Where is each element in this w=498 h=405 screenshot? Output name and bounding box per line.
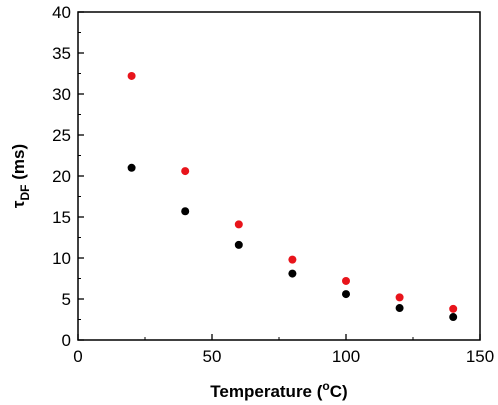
x-tick-label: 150 <box>466 347 494 366</box>
x-tick-label: 100 <box>332 347 360 366</box>
series-1-point <box>127 71 136 80</box>
series-2-point <box>127 163 136 172</box>
y-tick-label: 20 <box>52 167 71 186</box>
x-tick-label: 0 <box>73 347 82 366</box>
series-1-point <box>181 167 190 176</box>
y-axis: 0 5 10 15 20 25 30 35 40 <box>52 3 84 350</box>
x-axis-title: Temperature (oC) <box>210 379 347 401</box>
series-1-point <box>234 220 243 229</box>
data-points <box>127 71 458 322</box>
series-2-point <box>181 207 190 216</box>
y-tick-label: 10 <box>52 249 71 268</box>
y-tick-label: 25 <box>52 126 71 145</box>
y-tick-label: 5 <box>62 290 71 309</box>
series-2-point <box>449 313 458 322</box>
y-axis-title: τDF (ms) <box>9 144 32 208</box>
y-tick-label: 30 <box>52 85 71 104</box>
x-axis: 0 50 100 150 <box>73 334 494 366</box>
series-2-point <box>288 269 297 278</box>
y-tick-label: 0 <box>62 331 71 350</box>
series-1-point <box>288 255 297 264</box>
series-2-point <box>234 240 243 249</box>
series-1-point <box>395 293 404 302</box>
y-tick-label: 35 <box>52 44 71 63</box>
series-1-point <box>342 276 350 285</box>
y-tick-label: 40 <box>52 3 71 22</box>
plot-frame <box>77 11 481 341</box>
y-tick-label: 15 <box>52 208 71 227</box>
series-2-point <box>395 304 404 313</box>
x-tick-label: 50 <box>203 347 222 366</box>
series-2-point <box>342 290 350 299</box>
series-1-point <box>449 304 458 313</box>
